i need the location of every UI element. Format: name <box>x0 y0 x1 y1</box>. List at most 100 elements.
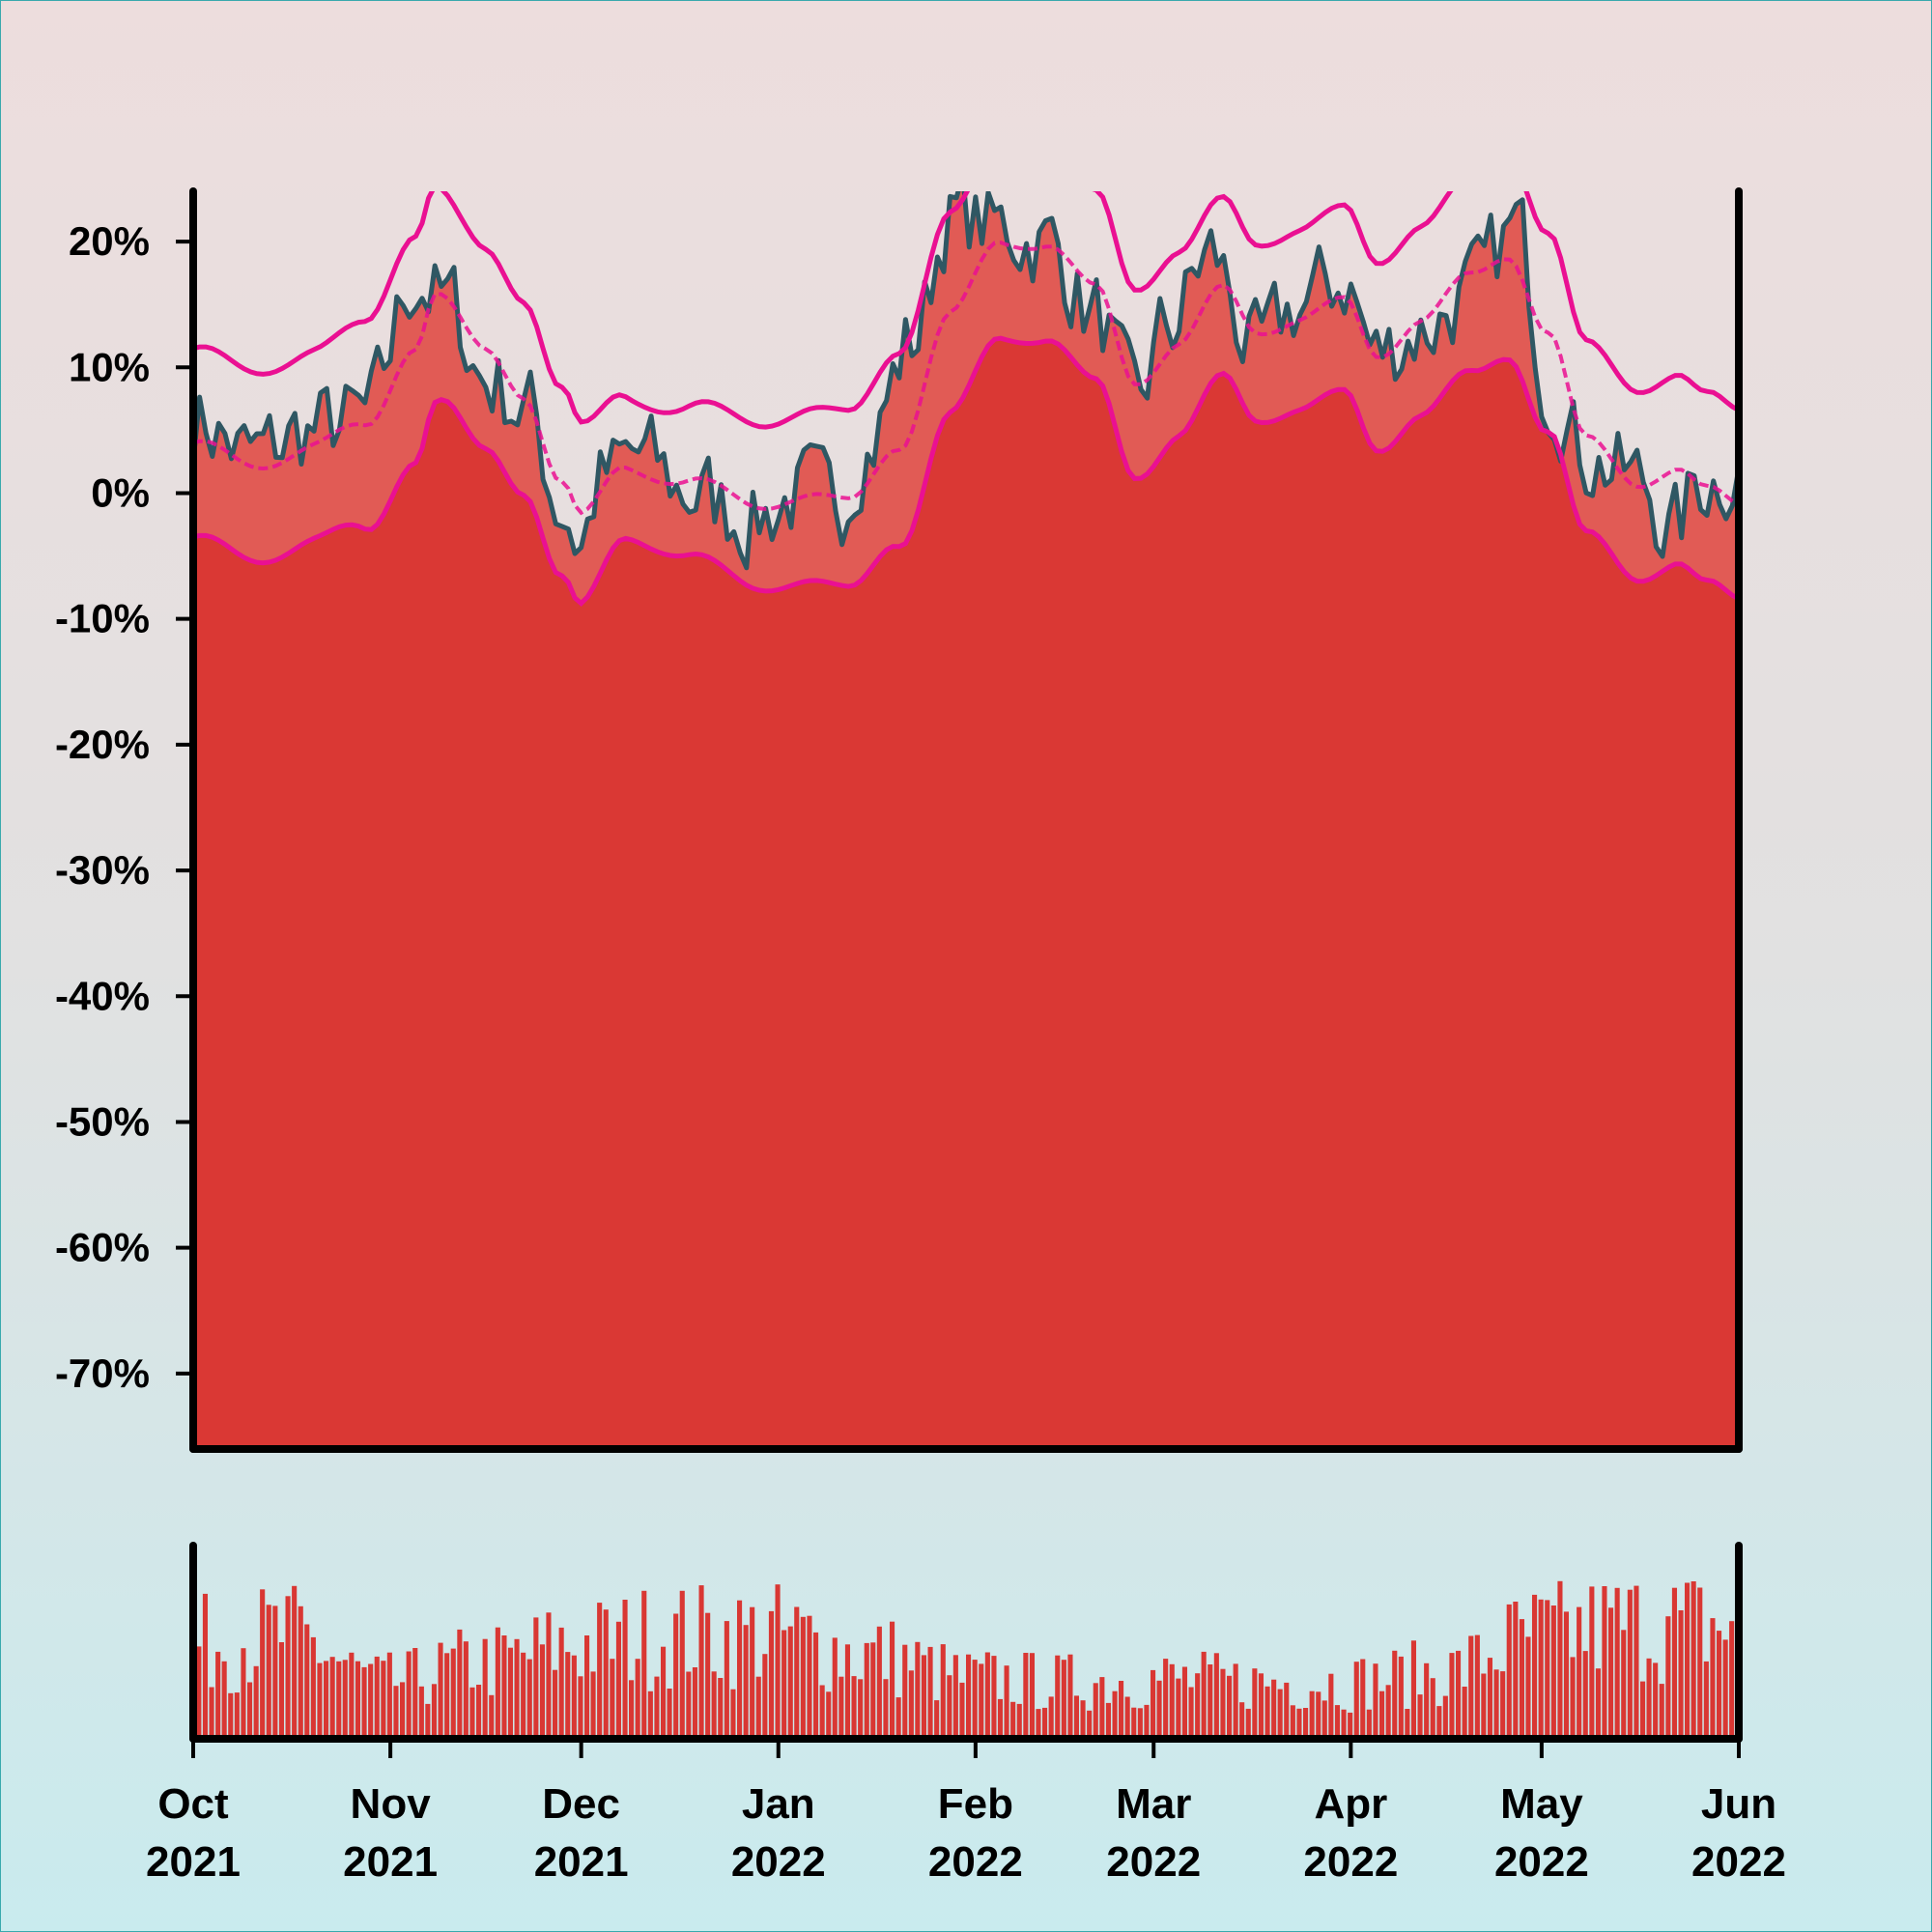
volume-bar <box>1233 1663 1238 1739</box>
volume-bar <box>890 1621 895 1739</box>
volume-bar <box>1061 1660 1066 1739</box>
volume-bar <box>1328 1673 1334 1739</box>
volume-bar <box>1487 1658 1493 1739</box>
x-tick-year-label: 2021 <box>343 1838 438 1886</box>
volume-bar <box>1474 1634 1480 1739</box>
volume-bar <box>692 1667 698 1739</box>
volume-bar <box>1436 1706 1442 1739</box>
volume-bar <box>298 1605 303 1739</box>
volume-bar <box>1385 1685 1391 1739</box>
volume-bar <box>1341 1709 1347 1739</box>
volume-bar <box>1493 1669 1499 1739</box>
volume-bar <box>329 1657 335 1739</box>
volume-bar <box>1321 1700 1327 1739</box>
volume-bar <box>1627 1589 1633 1739</box>
volume-bar <box>1538 1599 1544 1739</box>
volume-bar <box>1398 1656 1404 1739</box>
volume-bar <box>654 1676 660 1739</box>
volume-bar <box>374 1656 380 1739</box>
y-tick-label: -20% <box>55 722 150 767</box>
volume-plot <box>193 1580 1739 1739</box>
volume-bar <box>883 1679 889 1739</box>
volume-bar <box>1353 1662 1359 1739</box>
volume-bar <box>546 1612 552 1739</box>
y-tick-label: -30% <box>55 847 150 893</box>
volume-bar <box>1067 1654 1073 1739</box>
volume-bar <box>1424 1662 1430 1739</box>
volume-bar <box>558 1627 564 1739</box>
volume-bar <box>755 1676 761 1739</box>
volume-bar <box>304 1624 310 1739</box>
x-tick-month-label: Nov <box>351 1780 432 1828</box>
volume-bar <box>940 1644 946 1739</box>
volume-bar <box>457 1629 463 1739</box>
volume-bar <box>1169 1663 1175 1739</box>
volume-bar <box>615 1621 622 1739</box>
volume-bar <box>1239 1702 1245 1739</box>
x-tick-month-label: Apr <box>1314 1780 1387 1828</box>
lower-band-line <box>193 335 1739 608</box>
volume-bar <box>1290 1705 1295 1739</box>
volume-bar <box>711 1671 717 1739</box>
volume-bar <box>228 1692 234 1739</box>
volume-bar <box>1563 1611 1570 1739</box>
volume-bar <box>826 1691 832 1739</box>
volume-bar <box>438 1642 443 1739</box>
volume-bar <box>1500 1671 1506 1739</box>
volume-bar <box>526 1659 532 1739</box>
volume-bar <box>1303 1708 1309 1739</box>
volume-bar <box>718 1678 724 1739</box>
volume-bar <box>1582 1651 1588 1739</box>
volume-bar <box>1570 1657 1576 1739</box>
volume-bar <box>1417 1694 1423 1739</box>
volume-bar <box>1016 1703 1022 1739</box>
volume-bar <box>851 1676 857 1739</box>
x-tick-year-label: 2022 <box>1691 1838 1786 1886</box>
x-tick-month-label: Feb <box>938 1780 1013 1828</box>
volume-bar <box>1729 1621 1735 1739</box>
volume-bar <box>1722 1639 1728 1739</box>
volume-bar <box>876 1626 882 1739</box>
y-tick-label: -70% <box>55 1350 150 1396</box>
volume-bar <box>1316 1691 1321 1739</box>
x-tick-year-label: 2021 <box>534 1838 629 1886</box>
volume-bar <box>400 1682 406 1739</box>
price-line <box>193 191 1739 571</box>
volume-bar <box>1653 1662 1659 1739</box>
volume-bar <box>750 1606 755 1739</box>
volume-bar <box>1004 1665 1009 1739</box>
volume-bar <box>870 1642 876 1739</box>
volume-bar <box>597 1603 603 1739</box>
volume-bar <box>272 1605 278 1739</box>
volume-bar <box>278 1642 285 1739</box>
volume-bar <box>418 1686 424 1739</box>
volume-bar <box>1156 1680 1162 1739</box>
volume-bar <box>196 1646 202 1739</box>
volume-bar <box>1195 1673 1201 1739</box>
volume-bar <box>1532 1594 1538 1739</box>
volume-bar <box>521 1652 526 1739</box>
volume-bar <box>1430 1678 1435 1739</box>
volume-bar <box>1646 1658 1652 1739</box>
volume-bar <box>1048 1696 1054 1739</box>
volume-bar <box>1073 1695 1080 1739</box>
volume-bar <box>794 1606 800 1739</box>
volume-bar <box>895 1697 901 1739</box>
volume-bar <box>1099 1677 1105 1739</box>
volume-bar <box>393 1686 399 1739</box>
volume-bar <box>807 1615 812 1739</box>
volume-bar <box>368 1663 374 1739</box>
volume-bar <box>667 1689 672 1739</box>
volume-bar <box>361 1666 367 1739</box>
y-tick-label: 20% <box>69 218 150 264</box>
volume-bar <box>260 1589 266 1739</box>
volume-bar <box>234 1692 240 1739</box>
volume-bar <box>1036 1709 1041 1739</box>
volume-bar <box>679 1590 685 1739</box>
volume-bar <box>310 1636 316 1739</box>
y-tick-label: -10% <box>55 596 150 641</box>
volume-bar <box>979 1663 984 1739</box>
volume-bar <box>1029 1653 1036 1739</box>
volume-bar <box>202 1593 209 1739</box>
volume-bar <box>1456 1650 1462 1739</box>
